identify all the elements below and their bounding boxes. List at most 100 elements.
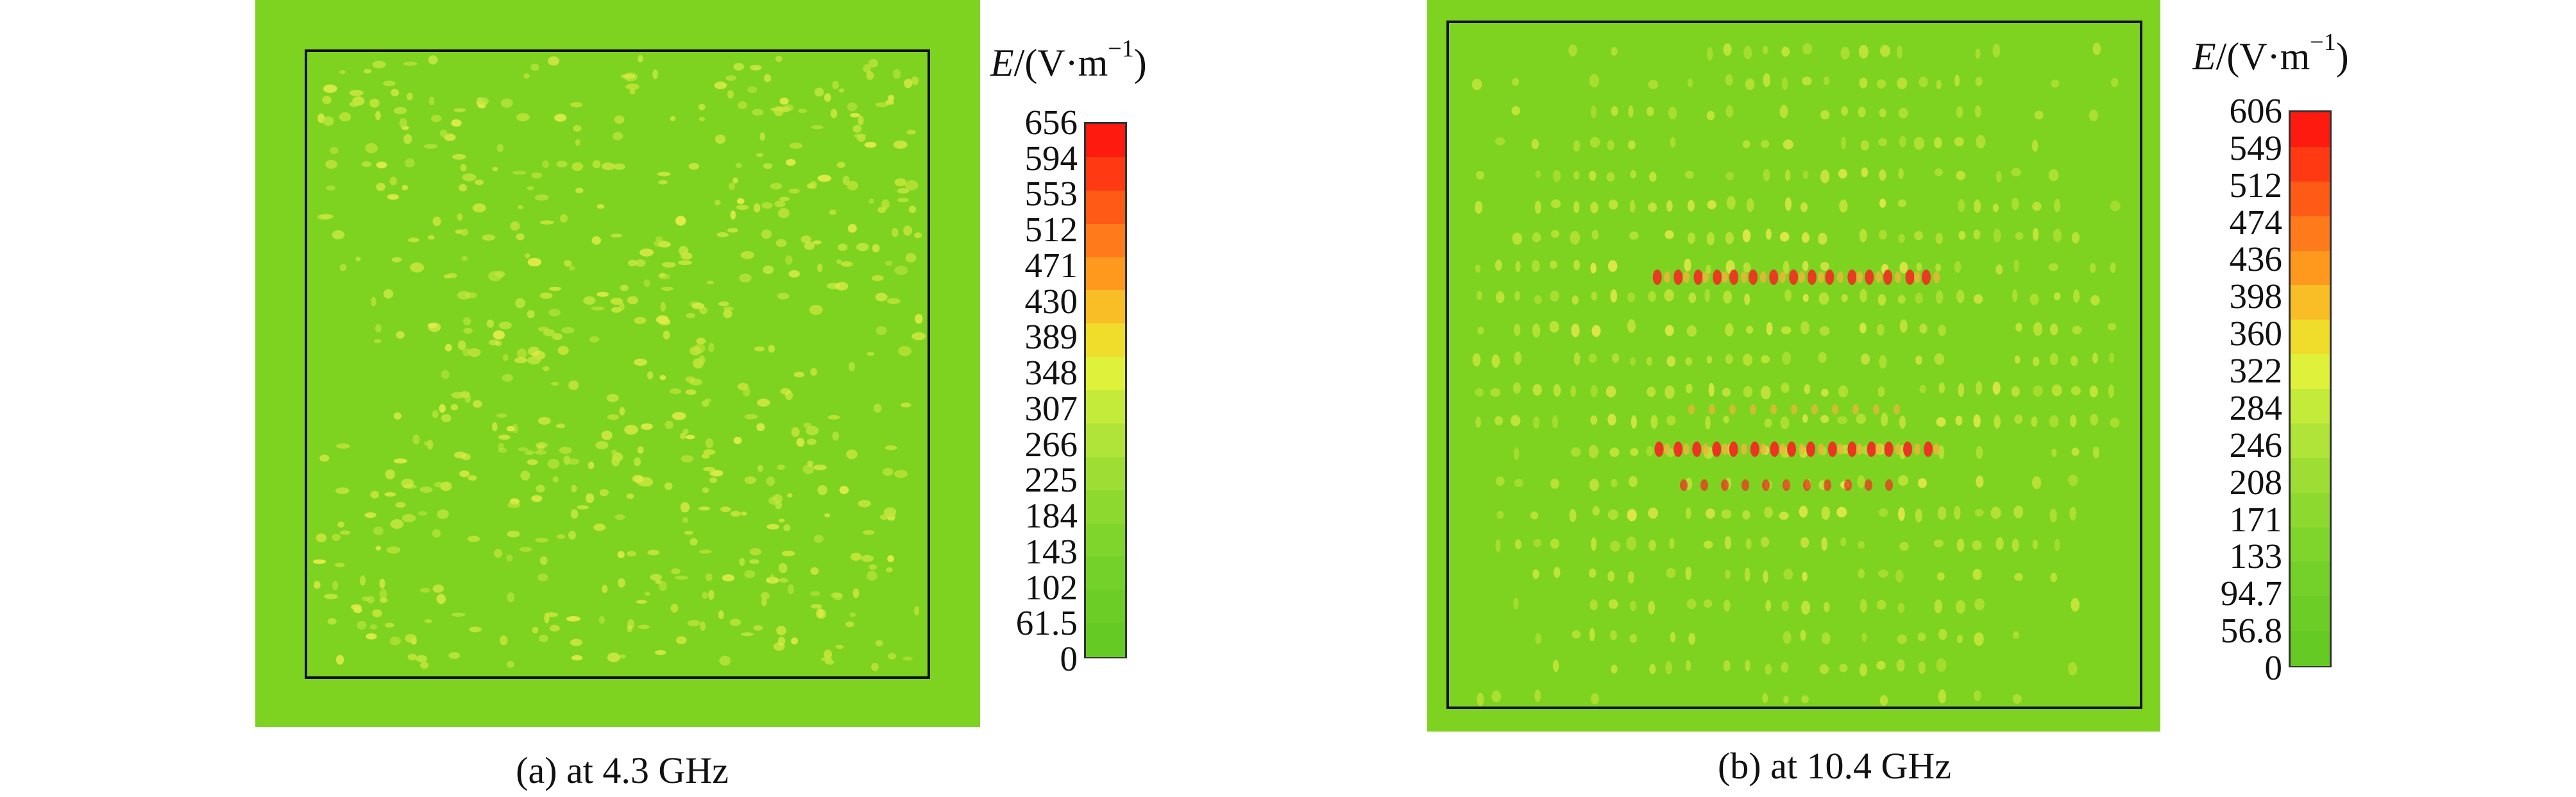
- field-hotspot: [1743, 46, 1752, 60]
- field-hotspot: [453, 108, 466, 112]
- field-hotspot: [1836, 506, 1847, 518]
- field-hotspot: [1876, 79, 1886, 89]
- field-hotspot: [1590, 385, 1598, 398]
- field-hotspot: [599, 489, 609, 497]
- field-hotspot: [1801, 601, 1811, 615]
- field-hotspot: [847, 102, 858, 112]
- field-hotspot: [1779, 105, 1788, 119]
- field-hotspot: [753, 625, 763, 631]
- field-hotspot: [534, 450, 547, 455]
- field-hotspot: [1884, 441, 1894, 457]
- field-hotspot: [685, 376, 695, 383]
- field-hotspot: [1811, 404, 1818, 415]
- field-hotspot: [814, 87, 824, 97]
- field-hotspot: [1956, 289, 1965, 304]
- field-hotspot: [1553, 384, 1561, 397]
- field-hotspot: [785, 255, 793, 265]
- field-hotspot: [1494, 416, 1504, 425]
- field-hotspot: [754, 346, 765, 352]
- field-hotspot: [1852, 404, 1859, 415]
- field-hotspot: [506, 425, 515, 432]
- field-hotspot: [1763, 73, 1770, 87]
- field-hotspot: [740, 251, 754, 259]
- field-hotspot: [1648, 601, 1656, 615]
- field-hotspot: [739, 558, 745, 566]
- field-hotspot: [1879, 230, 1887, 240]
- field-hotspot: [1974, 199, 1981, 213]
- field-hotspot: [1839, 199, 1848, 213]
- field-hotspot: [2014, 572, 2023, 581]
- field-hotspot: [1631, 415, 1637, 429]
- field-hotspot: [1915, 293, 1923, 304]
- field-hotspot: [385, 469, 395, 480]
- field-hotspot: [856, 243, 869, 252]
- field-hotspot: [460, 164, 467, 172]
- field-hotspot: [1723, 660, 1731, 672]
- field-hotspot: [2109, 352, 2115, 364]
- field-hotspot: [1686, 325, 1697, 337]
- field-hotspot: [1837, 416, 1848, 425]
- field-hotspot: [1972, 569, 1982, 580]
- field-hotspot: [437, 509, 449, 519]
- field-hotspot: [756, 423, 765, 431]
- field-hotspot: [1610, 630, 1617, 640]
- field-hotspot: [1802, 571, 1808, 581]
- field-hotspot: [1956, 106, 1963, 118]
- field-hotspot: [1666, 567, 1676, 578]
- field-hotspot: [432, 584, 444, 593]
- field-hotspot: [1721, 509, 1732, 519]
- field-hotspot: [1590, 105, 1597, 119]
- field-hotspot: [833, 592, 843, 601]
- field-hotspot: [1706, 508, 1715, 519]
- field-hotspot: [2015, 232, 2024, 240]
- colorbar-segment: [2291, 631, 2330, 666]
- field-hotspot: [384, 492, 396, 497]
- colorbar-tick-label: 348: [1024, 353, 1078, 393]
- field-hotspot: [702, 487, 709, 493]
- field-hotspot: [1821, 632, 1831, 645]
- field-hotspot: [566, 458, 580, 465]
- field-hotspot: [441, 414, 452, 422]
- colorbar-segment: [1086, 190, 1125, 225]
- field-hotspot: [1568, 44, 1577, 56]
- field-hotspot: [337, 521, 344, 528]
- field-hotspot: [1627, 319, 1636, 333]
- field-hotspot: [1627, 509, 1637, 522]
- field-hotspot: [1879, 695, 1888, 707]
- field-hotspot: [1990, 506, 2001, 519]
- colorbar-tick-label: 553: [1024, 174, 1078, 214]
- field-hotspot: [869, 198, 874, 204]
- field-hotspot: [1765, 228, 1772, 240]
- field-hotspot: [520, 470, 530, 481]
- field-hotspot: [1477, 692, 1484, 707]
- field-hotspot: [1879, 198, 1886, 208]
- field-hotspot: [549, 624, 560, 632]
- field-hotspot: [403, 133, 412, 144]
- field-hotspot: [570, 509, 579, 519]
- colorbar-tick-label: 436: [2229, 239, 2283, 279]
- field-hotspot: [419, 587, 430, 593]
- field-hotspot: [720, 506, 731, 513]
- field-hotspot: [1687, 200, 1695, 212]
- field-hotspot: [640, 423, 653, 430]
- field-hotspot: [1877, 323, 1885, 336]
- field-hotspot: [1915, 508, 1922, 523]
- field-hotspot: [686, 313, 695, 318]
- field-hotspot: [1899, 319, 1908, 333]
- field-hotspot: [672, 412, 686, 420]
- field-hotspot: [330, 146, 339, 154]
- field-hotspot: [339, 69, 346, 74]
- field-hotspot: [1765, 664, 1772, 675]
- field-hotspot: [699, 355, 706, 365]
- field-hotspot: [775, 55, 783, 62]
- field-hotspot: [2032, 356, 2040, 366]
- field-hotspot: [752, 108, 764, 116]
- field-hotspot: [1791, 404, 1797, 415]
- field-hotspot: [1956, 171, 1966, 180]
- field-hotspot: [898, 346, 912, 356]
- field-hotspot: [461, 228, 469, 236]
- field-hotspot: [573, 125, 582, 132]
- field-hotspot: [2069, 506, 2077, 521]
- field-hotspot: [387, 194, 399, 200]
- field-hotspot: [611, 307, 622, 313]
